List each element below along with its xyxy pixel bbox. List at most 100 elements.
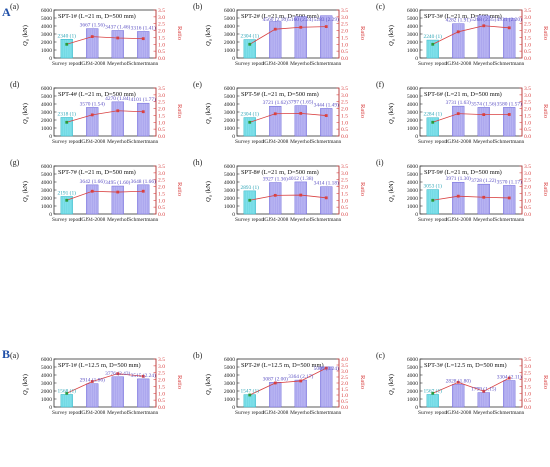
x-tick-label: Survey report xyxy=(235,217,265,223)
y-tick-label: 6000 xyxy=(407,8,418,14)
y2-tick-label: 0.0 xyxy=(158,56,165,62)
y-axis-label: Qu (kN) xyxy=(22,25,30,46)
y-axis-label: Qu (kN) xyxy=(205,25,213,46)
y-tick-label: 1000 xyxy=(224,126,235,132)
y2-tick-label: 3.0 xyxy=(341,93,348,99)
y-tick-label: 4000 xyxy=(224,373,235,379)
y2-tick-label: 2.0 xyxy=(341,107,348,113)
data-label: 2893 (1) xyxy=(241,184,260,191)
data-label: 2318 (1) xyxy=(58,110,77,117)
y-tick-label: 3000 xyxy=(41,32,52,38)
y-tick-label: 0 xyxy=(49,212,52,218)
y-tick-label: 3000 xyxy=(224,188,235,194)
data-label: 5283 (2.29) xyxy=(314,16,339,23)
data-label: 3570 (1.54) xyxy=(80,100,105,107)
y-tick-label: 5000 xyxy=(41,172,52,178)
x-tick-label: Schmertmann xyxy=(494,410,524,416)
y2-axis-label: Ratio xyxy=(176,104,183,118)
ratio-marker xyxy=(248,393,252,397)
y-axis-label: Qu (kN) xyxy=(388,25,396,46)
ratio-marker xyxy=(324,196,328,200)
panel-tag: (b) xyxy=(193,2,203,11)
y2-tick-label: 3.0 xyxy=(341,15,348,21)
y-tick-label: 1000 xyxy=(224,204,235,210)
x-tick-label: Schmertmann xyxy=(311,410,341,416)
y-tick-label: 2000 xyxy=(41,40,52,46)
x-tick-label: Schmertmann xyxy=(311,61,341,67)
y-tick-label: 4000 xyxy=(41,373,52,379)
x-tick-label: Schmertmann xyxy=(494,217,524,223)
y-tick-label: 6000 xyxy=(407,164,418,170)
data-label: 2284 (1) xyxy=(424,111,443,118)
ratio-marker xyxy=(141,189,145,193)
y2-tick-label: 2.5 xyxy=(158,22,165,28)
ratio-marker xyxy=(65,391,69,395)
data-label: 2340 (1) xyxy=(58,32,77,39)
y2-tick-label: 1.0 xyxy=(341,393,348,399)
y2-tick-label: 2.5 xyxy=(158,371,165,377)
y-tick-label: 3000 xyxy=(407,381,418,387)
y2-axis-label: Ratio xyxy=(176,182,183,196)
y-tick-label: 6000 xyxy=(41,164,52,170)
y2-tick-label: 0.5 xyxy=(524,398,531,404)
y2-tick-label: 0.0 xyxy=(341,56,348,62)
ratio-marker xyxy=(116,36,120,40)
ratio-marker xyxy=(456,30,460,34)
y-tick-label: 5000 xyxy=(224,94,235,100)
data-label: 3570 (1.17) xyxy=(497,178,522,185)
y-tick-label: 5000 xyxy=(407,365,418,371)
y2-tick-label: 1.5 xyxy=(341,35,348,41)
y2-tick-label: 3.0 xyxy=(524,93,531,99)
ratio-marker xyxy=(273,381,277,385)
y2-tick-label: 2.5 xyxy=(341,22,348,28)
y-tick-label: 2000 xyxy=(41,196,52,202)
y-tick-label: 6000 xyxy=(407,357,418,363)
chart-panel: (i) SPT-9# (L=21 m, D=500 mm) 0 1000 2000 300… xyxy=(376,158,549,223)
chart-panel: (b) SPT-2# (L=12.5 m, D=500 mm) 0 1000 2000 3… xyxy=(193,351,366,416)
y-tick-label: 5000 xyxy=(41,16,52,22)
ratio-marker xyxy=(248,198,252,202)
x-tick-label: Survey report xyxy=(235,410,265,416)
y2-tick-label: 2.0 xyxy=(341,185,348,191)
x-tick-label: Meyerhof xyxy=(473,216,494,223)
data-label: 2304 (1) xyxy=(241,33,260,40)
data-label: 3437 (1.46) xyxy=(105,24,130,31)
panel-tag: (h) xyxy=(193,158,203,167)
chart-panel: (b) SPT-2# (L=21 m, D=500 mm) 0 1000 2000 300… xyxy=(193,2,366,67)
ratio-marker xyxy=(116,109,120,113)
y2-tick-label: 0.0 xyxy=(524,405,531,411)
data-label: 4270 (1.84) xyxy=(105,95,130,102)
ratio-marker xyxy=(324,114,328,117)
y2-tick-label: 2.0 xyxy=(524,107,531,113)
y2-tick-label: 3.5 xyxy=(158,164,165,170)
y2-tick-label: 3.0 xyxy=(341,369,348,375)
y-tick-label: 2000 xyxy=(224,196,235,202)
y-tick-label: 4000 xyxy=(41,24,52,30)
x-tick-label: JGJ94-2008 xyxy=(262,217,288,223)
x-tick-label: Schmertmann xyxy=(128,139,158,145)
x-tick-label: Meyerhof xyxy=(107,60,128,67)
y-tick-label: 0 xyxy=(49,405,52,411)
data-label: 3797 (1.65) xyxy=(288,99,313,106)
y2-tick-label: 2.0 xyxy=(524,378,531,384)
x-tick-label: JGJ94-2008 xyxy=(445,410,471,416)
y2-tick-label: 1.5 xyxy=(341,387,348,393)
y2-tick-label: 0.5 xyxy=(158,127,165,133)
ratio-line xyxy=(66,110,144,123)
ratio-marker xyxy=(507,196,511,200)
y2-tick-label: 3.0 xyxy=(524,171,531,177)
y2-tick-label: 3.5 xyxy=(158,357,165,363)
ratio-marker xyxy=(273,27,277,31)
section-label-a: A xyxy=(2,5,11,19)
x-tick-label: JGJ94-2008 xyxy=(79,139,105,145)
chart-panel: (c) SPT-3# (L=21 m, D=500 mm) 0 1000 2000 300… xyxy=(376,2,549,67)
y-tick-label: 0 xyxy=(49,56,52,62)
ratio-marker xyxy=(273,112,277,116)
y2-tick-label: 1.0 xyxy=(341,42,348,48)
ratio-line xyxy=(432,113,510,123)
y-tick-label: 3000 xyxy=(407,32,418,38)
x-tick-label: Meyerhof xyxy=(107,138,128,145)
y2-tick-label: 1.0 xyxy=(341,198,348,204)
data-label: 3053 (1) xyxy=(424,183,443,190)
y2-tick-label: 3.0 xyxy=(341,171,348,177)
